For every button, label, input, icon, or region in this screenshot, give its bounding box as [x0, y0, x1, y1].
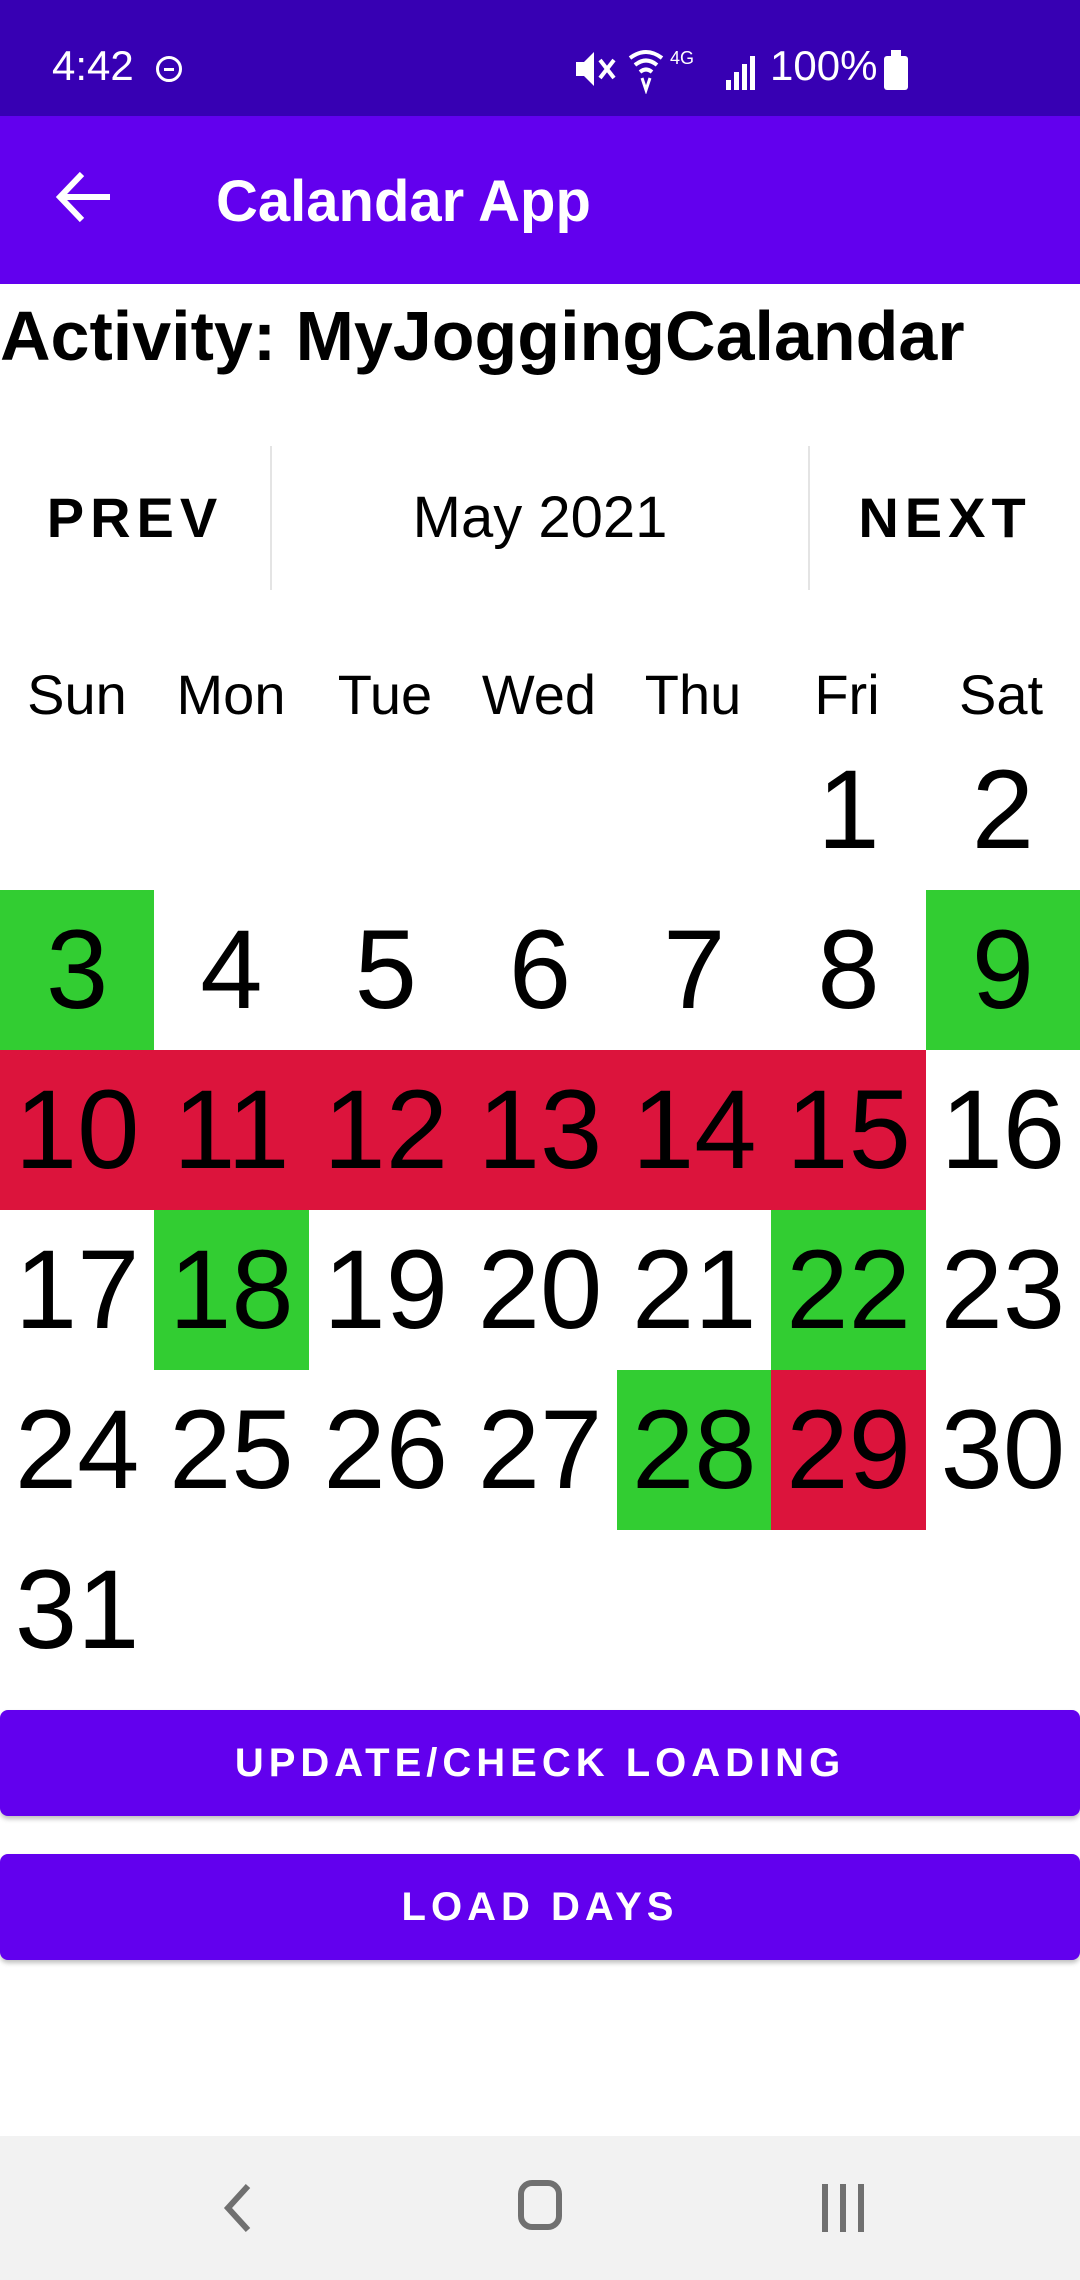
nav-home-icon[interactable] [518, 2180, 562, 2230]
divider [270, 446, 272, 590]
day-cell-16[interactable]: 16 [940, 1067, 1066, 1192]
day-cell-25[interactable]: 25 [169, 1387, 294, 1512]
wifi-icon [628, 50, 664, 94]
mute-icon [576, 52, 616, 86]
arrow-left-icon[interactable] [54, 166, 116, 228]
weekday-mon: Mon [176, 663, 286, 726]
day-cell-22[interactable]: 22 [771, 1210, 926, 1370]
update-check-loading-button[interactable]: UPDATE/CHECK LOADING [0, 1710, 1080, 1816]
day-cell-13[interactable]: 13 [462, 1050, 618, 1210]
day-cell-30[interactable]: 30 [940, 1387, 1066, 1512]
load-days-button[interactable]: LOAD DAYS [0, 1854, 1080, 1960]
day-cell-4[interactable]: 4 [200, 907, 263, 1032]
status-bar: 4:42 4G 100% [0, 0, 1080, 116]
activity-title: Activity: MyJoggingCalandar [0, 297, 965, 375]
day-cell-5[interactable]: 5 [354, 907, 417, 1032]
app-title: Calandar App [216, 169, 591, 234]
day-cell-9[interactable]: 9 [925, 890, 1080, 1050]
weekday-tue: Tue [337, 663, 433, 726]
day-cell-24[interactable]: 24 [14, 1387, 140, 1512]
day-cell-19[interactable]: 19 [323, 1227, 448, 1352]
day-cell-6[interactable]: 6 [508, 907, 572, 1032]
day-cell-12[interactable]: 12 [308, 1050, 463, 1210]
weekday-thu: Thu [644, 663, 742, 726]
weekday-sun: Sun [27, 663, 127, 726]
day-cell-26[interactable]: 26 [323, 1387, 448, 1512]
day-cell-28[interactable]: 28 [617, 1370, 772, 1530]
day-cell-14[interactable]: 14 [617, 1050, 772, 1210]
month-label: May 2021 [412, 485, 668, 550]
status-time: 4:42 [52, 42, 134, 89]
day-cell-17[interactable]: 17 [14, 1227, 140, 1352]
day-cell-20[interactable]: 20 [477, 1227, 603, 1352]
day-cell-18[interactable]: 18 [154, 1210, 309, 1370]
next-button[interactable]: NEXT [858, 486, 1032, 549]
day-cell-10[interactable]: 10 [0, 1050, 155, 1210]
dnd-icon [156, 56, 182, 82]
weekday-sat: Sat [958, 663, 1044, 726]
day-cell-2[interactable]: 2 [971, 747, 1034, 872]
system-nav-bar [0, 2136, 1080, 2280]
signal-icon [726, 56, 755, 90]
day-cell-3[interactable]: 3 [0, 890, 155, 1050]
day-cell-8[interactable]: 8 [817, 907, 880, 1032]
app-bar: Calandar App [0, 116, 1080, 284]
weekday-header: Sun Mon Tue Wed Thu Fri Sat [0, 650, 1080, 740]
divider [808, 446, 810, 590]
nav-recents-icon[interactable] [818, 2180, 868, 2236]
day-cell-1[interactable]: 1 [817, 747, 880, 872]
status-icons: 4G [576, 48, 755, 94]
month-nav: PREV May 2021 NEXT [0, 446, 1080, 590]
day-cell-21[interactable]: 21 [632, 1227, 757, 1352]
battery-percent: 100% [770, 42, 878, 89]
day-cell-29[interactable]: 29 [771, 1370, 926, 1530]
prev-button[interactable]: PREV [46, 486, 224, 549]
battery-icon [884, 50, 908, 90]
day-cell-11[interactable]: 11 [154, 1050, 309, 1210]
day-cell-7[interactable]: 7 [663, 907, 726, 1032]
day-cell-15[interactable]: 15 [771, 1050, 926, 1210]
weekday-wed: Wed [481, 663, 597, 726]
weekday-fri: Fri [814, 663, 880, 726]
day-cell-31[interactable]: 31 [14, 1547, 140, 1672]
nav-back-icon[interactable] [210, 2178, 270, 2238]
day-cell-23[interactable]: 23 [940, 1227, 1066, 1352]
day-cell-27[interactable]: 27 [477, 1387, 603, 1512]
network-type: 4G [670, 48, 694, 68]
